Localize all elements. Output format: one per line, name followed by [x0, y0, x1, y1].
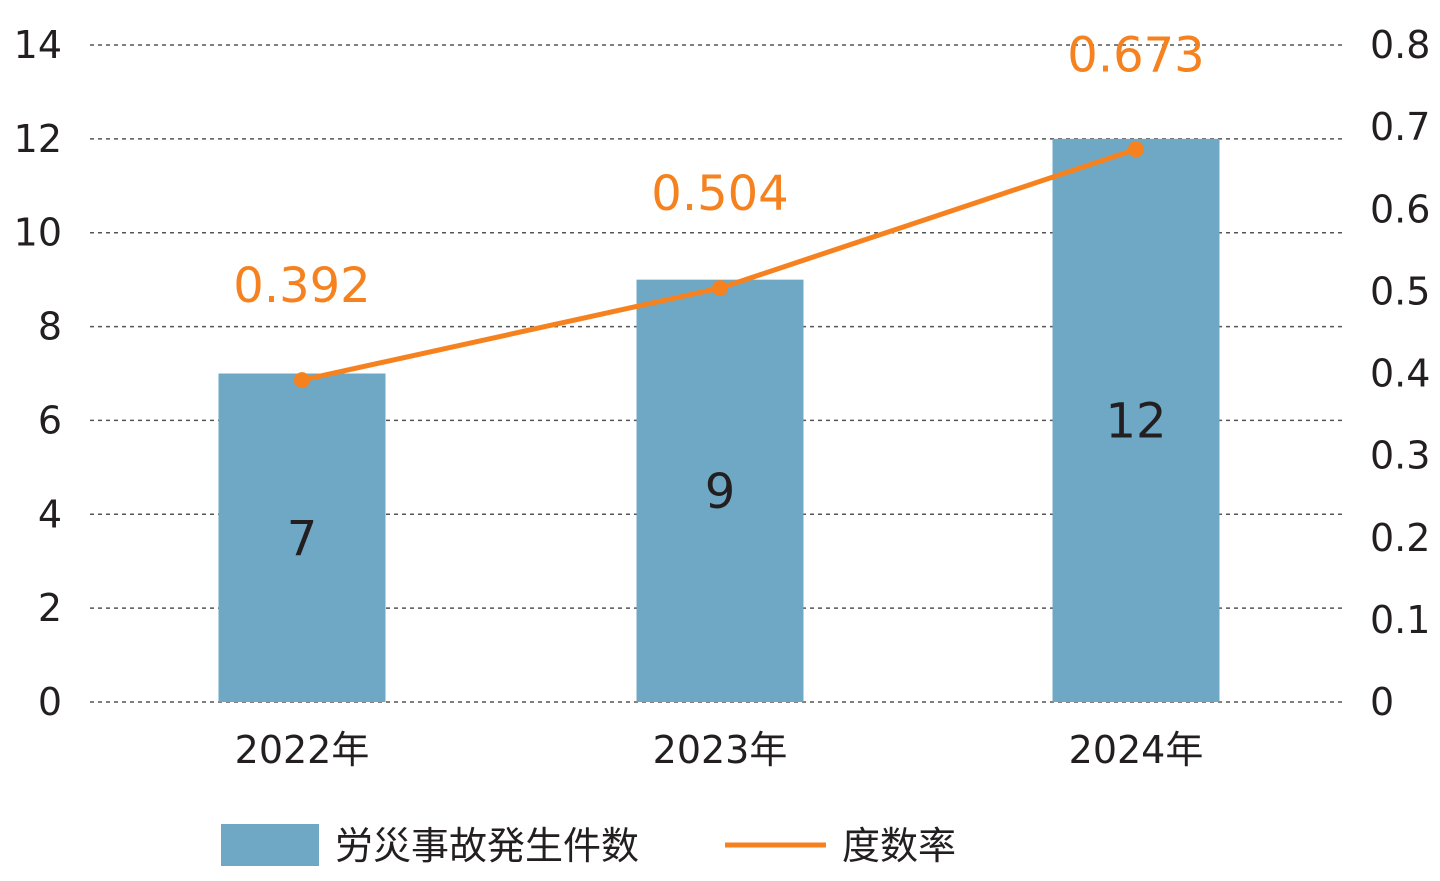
bar: [636, 279, 804, 702]
rate-point: [1128, 141, 1144, 158]
bar-value-label: 7: [287, 511, 318, 567]
right-tick-label: 0.8: [1370, 23, 1430, 67]
left-tick-label: 10: [14, 211, 62, 255]
right-tick-label: 0.5: [1370, 269, 1430, 313]
left-tick-label: 12: [14, 117, 62, 161]
bar: [218, 373, 386, 702]
right-tick-label: 0.4: [1370, 352, 1430, 396]
bar-value-label: 12: [1105, 393, 1166, 449]
left-tick-label: 0: [38, 680, 62, 724]
right-tick-label: 0.1: [1370, 598, 1430, 642]
left-tick-label: 6: [38, 398, 62, 442]
right-tick-label: 0.2: [1370, 516, 1430, 560]
right-tick-label: 0.3: [1370, 434, 1430, 478]
legend: 労災事故発生件数 度数率: [221, 824, 956, 868]
rate-point: [294, 372, 310, 389]
bar: [1052, 138, 1220, 702]
bar-value-label: 9: [705, 464, 736, 520]
left-tick-label: 8: [38, 305, 62, 349]
legend-line-label: 度数率: [842, 824, 956, 868]
right-tick-label: 0: [1370, 680, 1394, 724]
rate-value-label: 0.504: [651, 166, 788, 222]
line-series: 0.392 0.504 0.673: [233, 27, 1205, 389]
rate-value-label: 0.673: [1067, 27, 1204, 83]
left-tick-label: 2: [38, 586, 62, 630]
rate-value-label: 0.392: [233, 258, 370, 314]
category-label: 2023年: [653, 728, 788, 772]
left-y-axis: 0 2 4 6 8 10 12 14: [14, 23, 62, 724]
category-label: 2022年: [235, 728, 370, 772]
legend-bar-label: 労災事故発生件数: [335, 824, 639, 868]
left-tick-label: 4: [38, 492, 62, 536]
right-y-axis: 0 0.1 0.2 0.3 0.4 0.5 0.6 0.7 0.8: [1370, 23, 1430, 724]
category-label: 2024年: [1069, 728, 1204, 772]
x-axis: 2022年 2023年 2024年: [235, 728, 1204, 772]
bar-series: 7 9 12: [218, 138, 1220, 702]
right-tick-label: 0.6: [1370, 187, 1430, 231]
legend-bar-swatch: [221, 824, 319, 866]
rate-point: [712, 280, 728, 297]
right-tick-label: 0.7: [1370, 105, 1430, 149]
left-tick-label: 14: [14, 23, 62, 67]
